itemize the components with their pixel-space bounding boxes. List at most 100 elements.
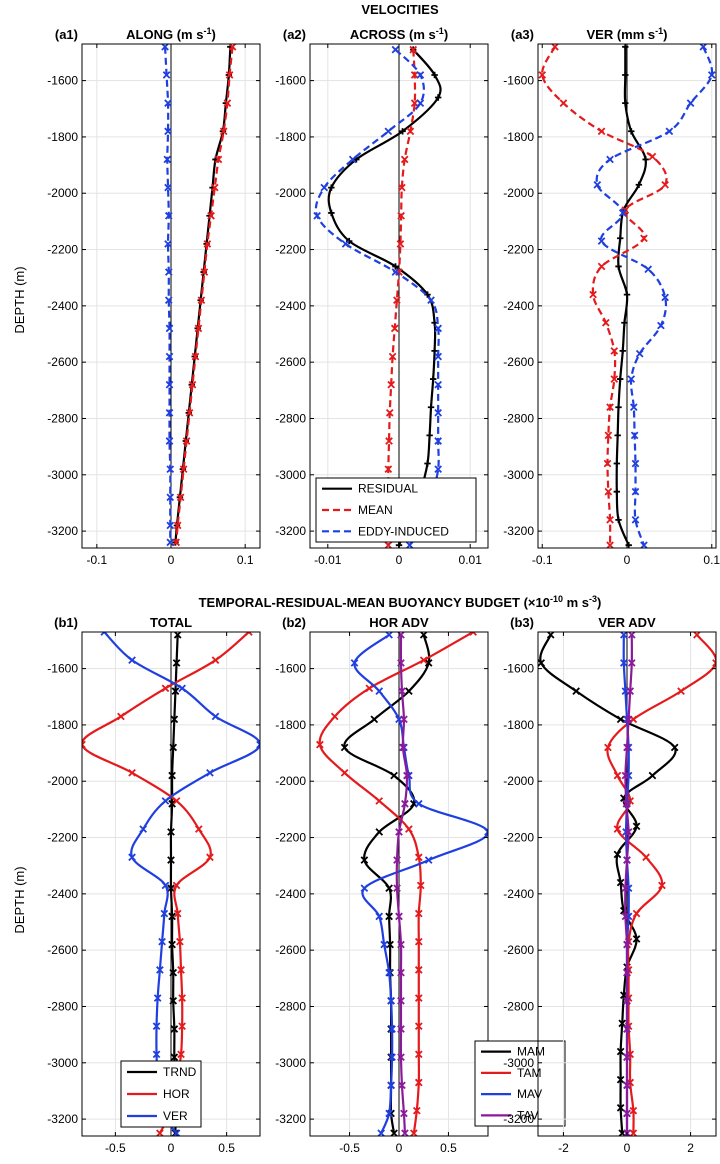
ytick-label-a2-8: -3200 [275,524,306,538]
section-b-title-main: TEMPORAL-RESIDUAL-MEAN BUOYANCY BUDGET (… [199,595,550,610]
panel-title-main-a1: ALONG (m s [126,27,203,42]
marker-b1-2-0 [100,632,109,636]
marker-b2-3-7 [395,828,403,836]
marker-b2-0-7 [375,828,384,836]
marker-b3-0-11 [632,935,641,943]
marker-b2-0-1 [424,659,433,667]
marker-b1-2-11 [158,937,166,946]
marker-a3-1-15 [603,459,612,468]
marker-b1-2-2 [178,684,186,693]
marker-b2-2-18 [377,1129,386,1136]
panel-title-main-b2: HOR ADV [369,615,429,630]
marker-b3-3-11 [623,940,631,949]
ytick-label-b3-4: -2400 [503,887,534,901]
marker-a3-2-11 [635,349,644,358]
ytick-label-a3-8: -3200 [503,524,534,538]
marker-a3-1-1 [538,71,547,79]
marker-b2-1-18 [409,1129,418,1136]
marker-b2-1-7 [405,825,413,833]
ytick-label-a3-5: -2600 [503,355,534,369]
marker-b3-1-4 [604,743,612,752]
marker-a3-0-11 [619,347,626,355]
series-a2-0 [327,46,442,548]
panel-tag-b2: (b2) [282,615,306,630]
panel-title-b2: HOR ADV [369,615,429,630]
marker-a1-2-3 [164,127,172,136]
ylabel-bottom: DEPTH (m) [12,866,27,933]
marker-a1-1-11 [191,352,200,361]
marker-a3-0-7 [617,235,624,242]
marker-a1-1-9 [197,296,206,305]
marker-b2-1-6 [375,797,384,805]
ytick-label-b3-3: -2200 [503,831,534,845]
marker-b1-1-12 [177,966,185,974]
panel-title-b3: VER ADV [598,615,656,630]
marker-b1-1-9 [172,881,181,890]
series-b1-2 [100,632,260,1136]
ytick-label-b1-3: -2200 [47,831,78,845]
ytick-label-b3-6: -2800 [503,999,534,1013]
marker-a3-0-2 [622,99,629,107]
xtick-label-a3-0: -0.1 [532,553,553,567]
xtick-label-a1-1: 0 [168,553,175,567]
marker-a3-1-8 [597,262,606,271]
panel-title-close-a2: ) [444,27,448,42]
marker-a2-2-11 [434,352,442,361]
marker-b2-2-9 [360,884,369,893]
marker-b2-0-8 [360,856,369,864]
marker-a3-0-15 [613,460,621,467]
section-b-title-close: ) [597,595,601,610]
legend-label-b1-1: HOR [163,1087,190,1101]
marker-a3-1-12 [610,375,619,383]
marker-b1-1-1 [211,656,220,664]
marker-a2-2-10 [434,324,442,333]
marker-a2-2-1 [416,71,425,79]
series-a1-1 [172,44,237,547]
marker-a1-1-17 [173,521,182,530]
marker-a2-2-3 [384,127,393,136]
marker-a3-1-14 [604,431,613,440]
ytick-label-b3-2: -2000 [503,774,534,788]
marker-b2-3-4 [399,743,407,752]
marker-b1-1-13 [178,994,186,1002]
panel-title-close-a1: ) [211,27,215,42]
marker-b2-0-5 [390,771,398,780]
marker-a3-1-3 [597,127,606,136]
ytick-label-a2-6: -2800 [275,411,306,425]
panel-title-main-a3: VER (mm s [587,27,656,42]
marker-b2-3-6 [401,799,409,808]
marker-a3-2-9 [661,293,669,302]
legend-label-a2-1: MEAN [358,503,393,517]
xtick-label-a1-0: -0.1 [86,553,107,567]
marker-a2-1-15 [384,465,393,473]
ytick-label-b1-8: -3200 [47,1112,78,1126]
marker-a3-0-14 [614,432,621,439]
panel-b3: -2 0 2 -1600 -1800 -2000 -2200 -2400 -2600 -2800 -… [503,615,717,1155]
panel-title-a2: ACROSS (m s-1) [350,26,448,42]
marker-b2-1-1 [419,656,428,664]
marker-a1-1-1 [225,71,234,79]
marker-b1-0-3 [170,715,179,724]
marker-a2-1-11 [388,352,397,361]
marker-a2-0-5 [328,184,335,191]
series-line-b3-1 [606,634,716,1134]
marker-a3-2-6 [618,209,627,217]
marker-b3-0-3 [616,715,625,724]
marker-a3-1-16 [604,487,613,496]
marker-a2-0-11 [431,347,438,355]
marker-b1-1-18 [156,1129,164,1136]
series-line-b1-1 [82,632,250,1134]
marker-b3-0-15 [616,1047,625,1056]
series-line-b1-2 [103,632,260,1134]
marker-a1-1-8 [200,268,209,276]
marker-a2-2-15 [434,465,442,473]
section-a-title: VELOCITIES [361,2,439,17]
marker-a3-2-14 [630,431,639,440]
marker-b3-1-10 [632,909,641,918]
marker-b2-2-11 [380,940,389,949]
marker-a1-1-0 [228,44,237,51]
xtick-label-a2-1: 0 [396,553,403,567]
marker-a2-1-0 [409,45,418,54]
marker-a3-2-13 [629,403,638,412]
